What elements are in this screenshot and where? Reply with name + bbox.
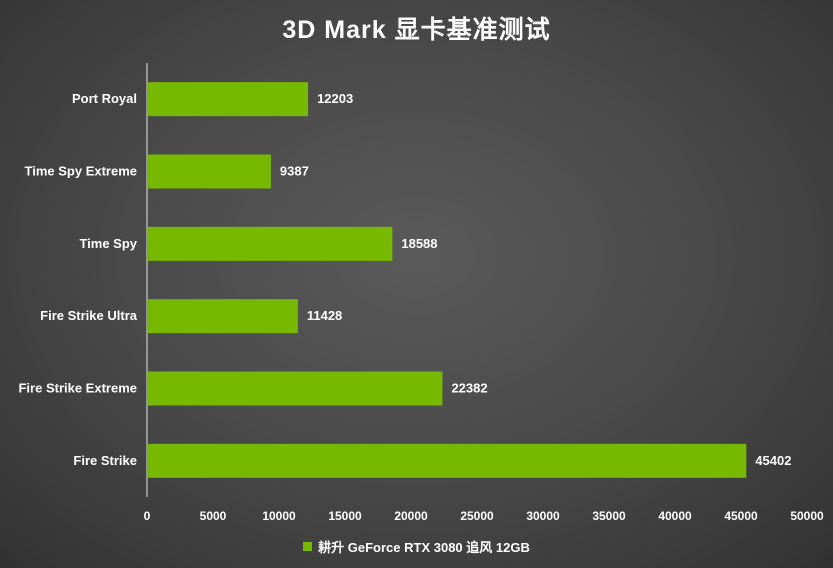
chart-title: 3D Mark 显卡基准测试 (282, 16, 551, 44)
category-label: Fire Strike (73, 453, 137, 468)
x-tick-label: 45000 (724, 509, 758, 523)
bar (147, 443, 747, 478)
data-label: 9387 (280, 164, 309, 179)
data-label: 18588 (401, 236, 437, 251)
bar (147, 154, 271, 189)
category-label: Time Spy (79, 236, 137, 251)
bar (147, 226, 393, 261)
x-tick-label: 50000 (790, 509, 824, 523)
x-tick-label: 15000 (328, 509, 362, 523)
data-label: 45402 (755, 453, 791, 468)
category-label: Fire Strike Ultra (40, 308, 138, 323)
legend-swatch (303, 542, 313, 551)
data-label: 22382 (451, 381, 487, 396)
bars (147, 82, 747, 478)
category-label: Fire Strike Extreme (18, 381, 137, 396)
category-label: Port Royal (72, 91, 137, 106)
x-tick-label: 40000 (658, 509, 692, 523)
x-tick-label: 20000 (394, 509, 428, 523)
x-tick-label: 5000 (200, 509, 227, 523)
bar (147, 82, 309, 117)
bar (147, 299, 298, 334)
data-label: 12203 (317, 91, 353, 106)
labels: 0 5000 10000 15000 20000 25000 30000 35000 40000… (18, 91, 824, 523)
x-tick-label: 25000 (460, 509, 494, 523)
category-label: Time Spy Extreme (25, 164, 137, 179)
legend-label: 耕升 GeForce RTX 3080 追风 12GB (318, 540, 530, 555)
bar (147, 371, 443, 406)
x-tick-label: 0 (144, 509, 151, 523)
x-tick-label: 35000 (592, 509, 626, 523)
legend: 耕升 GeForce RTX 3080 追风 12GB (0, 537, 833, 556)
data-label: 11428 (307, 308, 342, 323)
x-tick-label: 10000 (262, 509, 296, 523)
x-tick-label: 30000 (526, 509, 560, 523)
